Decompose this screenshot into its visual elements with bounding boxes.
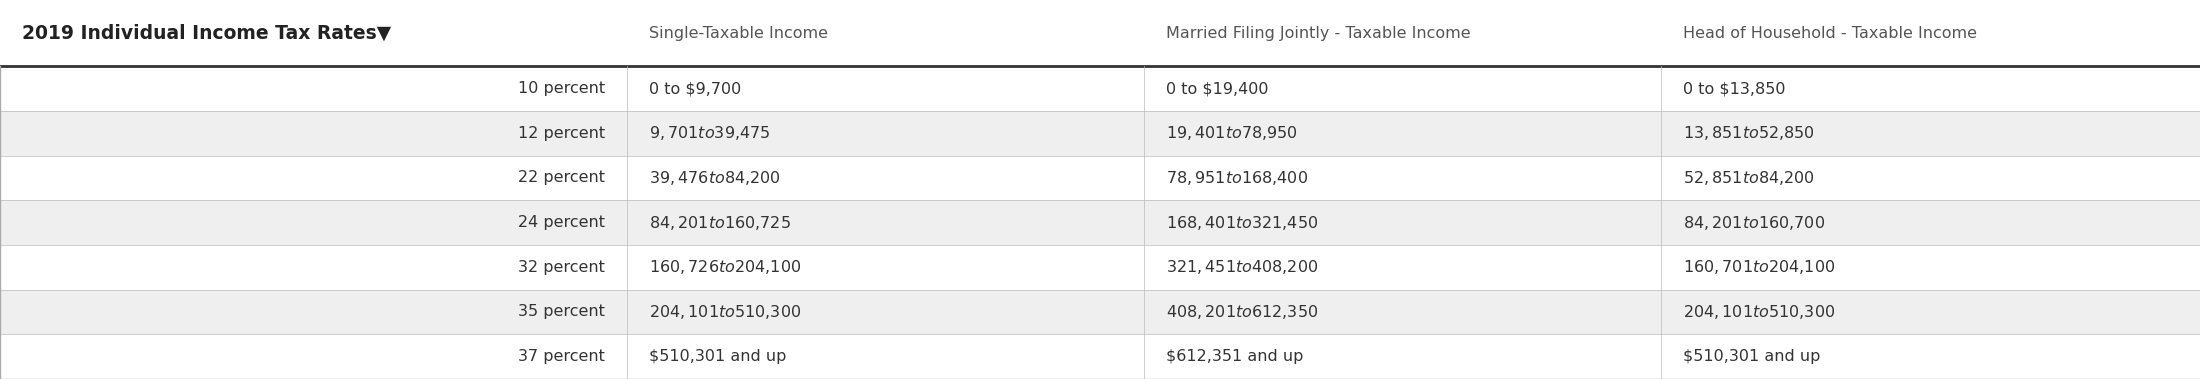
Text: $52,851 to $84,200: $52,851 to $84,200 bbox=[1683, 169, 1815, 187]
Text: Head of Household - Taxable Income: Head of Household - Taxable Income bbox=[1683, 26, 1978, 41]
Bar bbox=[0, 156, 2200, 200]
Text: 0 to $19,400: 0 to $19,400 bbox=[1166, 81, 1269, 96]
Text: $408,201 to $612,350: $408,201 to $612,350 bbox=[1166, 303, 1318, 321]
Bar bbox=[0, 200, 2200, 245]
Text: $612,351 and up: $612,351 and up bbox=[1166, 349, 1302, 364]
Text: $84,201 to $160,725: $84,201 to $160,725 bbox=[649, 214, 792, 232]
Text: $168,401 to $321,450: $168,401 to $321,450 bbox=[1166, 214, 1318, 232]
Bar bbox=[0, 66, 2200, 111]
Text: $510,301 and up: $510,301 and up bbox=[649, 349, 785, 364]
Text: $204,101 to $510,300: $204,101 to $510,300 bbox=[649, 303, 801, 321]
Text: $19,401 to $78,950: $19,401 to $78,950 bbox=[1166, 124, 1298, 143]
Text: Single-Taxable Income: Single-Taxable Income bbox=[649, 26, 827, 41]
Bar bbox=[0, 111, 2200, 156]
Bar bbox=[0, 290, 2200, 334]
Text: 0 to $13,850: 0 to $13,850 bbox=[1683, 81, 1786, 96]
Bar bbox=[0, 245, 2200, 290]
Text: $321,451 to $408,200: $321,451 to $408,200 bbox=[1166, 258, 1318, 276]
Text: $510,301 and up: $510,301 and up bbox=[1683, 349, 1819, 364]
Text: $204,101 to $510,300: $204,101 to $510,300 bbox=[1683, 303, 1835, 321]
Text: 35 percent: 35 percent bbox=[519, 304, 605, 319]
Text: $39,476 to $84,200: $39,476 to $84,200 bbox=[649, 169, 781, 187]
Text: 0 to $9,700: 0 to $9,700 bbox=[649, 81, 741, 96]
Text: $13,851 to $52,850: $13,851 to $52,850 bbox=[1683, 124, 1815, 143]
Text: $78,951 to $168,400: $78,951 to $168,400 bbox=[1166, 169, 1309, 187]
Text: $160,726 to $204,100: $160,726 to $204,100 bbox=[649, 258, 801, 276]
Text: 2019 Individual Income Tax Rates▼: 2019 Individual Income Tax Rates▼ bbox=[22, 23, 392, 43]
Text: 24 percent: 24 percent bbox=[517, 215, 605, 230]
Text: 22 percent: 22 percent bbox=[517, 171, 605, 185]
Text: Married Filing Jointly - Taxable Income: Married Filing Jointly - Taxable Income bbox=[1166, 26, 1470, 41]
Text: $84,201 to $160,700: $84,201 to $160,700 bbox=[1683, 214, 1826, 232]
Text: 10 percent: 10 percent bbox=[517, 81, 605, 96]
Text: 12 percent: 12 percent bbox=[517, 126, 605, 141]
Bar bbox=[0, 334, 2200, 379]
Text: $160,701 to $204,100: $160,701 to $204,100 bbox=[1683, 258, 1835, 276]
Bar bbox=[0, 0, 2200, 66]
Text: $9,701 to $39,475: $9,701 to $39,475 bbox=[649, 124, 770, 143]
Text: 37 percent: 37 percent bbox=[519, 349, 605, 364]
Text: 32 percent: 32 percent bbox=[519, 260, 605, 275]
